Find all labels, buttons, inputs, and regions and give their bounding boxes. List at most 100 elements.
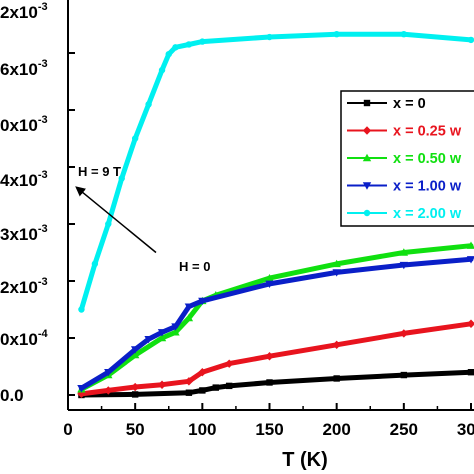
- x-tick-label: 300: [457, 420, 474, 439]
- y-tick-exponent: -3: [38, 223, 48, 235]
- data-point: [265, 273, 274, 282]
- legend-entry: x = 2.00 w: [347, 206, 462, 222]
- data-point: [105, 220, 112, 228]
- legend-marker: [362, 182, 372, 190]
- data-point: [265, 352, 274, 361]
- data-point: [226, 382, 233, 390]
- data-point: [145, 101, 152, 108]
- data-point: [165, 50, 172, 58]
- data-point: [212, 384, 219, 391]
- series-1: [77, 319, 474, 399]
- y-tick-exponent: -3: [38, 276, 48, 288]
- data-point: [400, 30, 408, 38]
- y-tick-label: 0x10-4: [0, 328, 48, 349]
- legend-label: x = 1.00 w: [393, 179, 462, 195]
- data-point: [184, 377, 194, 386]
- legend-label: x = 0.50 w: [393, 151, 462, 167]
- data-point: [399, 261, 409, 270]
- legend-marker: [362, 153, 372, 162]
- data-point: [333, 375, 340, 382]
- x-tick-label: 150: [255, 420, 283, 439]
- data-point: [467, 36, 474, 44]
- data-point: [399, 329, 409, 338]
- data-point: [144, 335, 153, 344]
- y-tick-label: 2x10-3: [0, 276, 48, 297]
- annotations: H = 9 T H = 0: [75, 164, 210, 274]
- x-tick-label: 100: [188, 420, 216, 439]
- legend-label: x = 2.00 w: [393, 206, 462, 222]
- data-point: [265, 280, 274, 289]
- annotation-h0: H = 0: [179, 259, 210, 274]
- y-tick-exponent: -3: [38, 58, 48, 70]
- x-tick-label: 50: [126, 420, 145, 439]
- legend-entry: x = 0.25 w: [347, 124, 462, 140]
- data-point: [266, 33, 273, 41]
- data-point: [199, 387, 206, 394]
- data-point: [198, 297, 207, 306]
- series-3: [77, 256, 474, 393]
- y-tick-label: 6x10-3: [0, 58, 48, 79]
- data-point: [466, 241, 474, 249]
- legend-label: x = 0.25 w: [393, 124, 462, 140]
- legend-label: x = 0: [393, 96, 426, 112]
- y-tick-label: 4x10-3: [0, 169, 48, 190]
- legend-marker: [362, 126, 372, 135]
- legend-marker: [363, 209, 371, 217]
- y-tick-exponent: -3: [38, 114, 48, 126]
- data-point: [225, 359, 234, 368]
- series-line: [78, 256, 474, 391]
- data-point: [118, 175, 125, 182]
- data-point: [77, 384, 86, 393]
- x-tick-label: 0: [63, 420, 72, 439]
- legend-entry: x = 0: [347, 96, 426, 112]
- data-point: [130, 382, 140, 392]
- x-tick-label: 250: [390, 420, 418, 439]
- legend-entry: x = 0.50 w: [347, 151, 462, 167]
- y-tick-label: 2x10-3: [0, 1, 48, 22]
- data-point: [130, 350, 140, 359]
- x-axis-title: T (K): [282, 449, 328, 471]
- series-line: [78, 369, 474, 398]
- data-point: [78, 306, 85, 313]
- annotation-h9t: H = 9 T: [78, 164, 121, 179]
- data-point: [158, 66, 166, 74]
- y-tick-exponent: -3: [38, 1, 48, 13]
- data-point: [400, 371, 408, 379]
- data-point: [332, 259, 341, 268]
- data-point: [172, 44, 179, 51]
- data-point: [157, 329, 167, 337]
- legend-marker: [363, 99, 371, 107]
- data-point: [333, 30, 340, 38]
- data-point: [399, 248, 409, 256]
- axes: 0 50 100 150 200 250 300 0.0 0x10-4 2x10-3 3x10-3 4…: [0, 0, 474, 439]
- y-tick-label: 0x10-3: [0, 114, 48, 135]
- y-tick-exponent: -4: [38, 328, 49, 340]
- data-point: [332, 269, 341, 277]
- series-group: [77, 30, 474, 399]
- plot-area: [77, 30, 474, 399]
- data-point: [171, 323, 180, 331]
- data-point: [157, 380, 167, 389]
- data-point: [466, 319, 474, 328]
- data-point: [104, 369, 113, 377]
- x-tick-label: 200: [322, 420, 350, 439]
- data-point: [91, 260, 99, 268]
- data-point: [199, 38, 206, 45]
- data-point: [171, 328, 180, 336]
- data-point: [131, 135, 139, 142]
- series-4: [78, 30, 474, 313]
- data-point: [104, 386, 113, 395]
- series-0: [78, 369, 474, 399]
- data-point: [466, 256, 474, 264]
- y-tick-label: 3x10-3: [0, 223, 48, 244]
- data-point: [157, 333, 167, 342]
- data-point: [184, 313, 194, 322]
- legend: x = 0 x = 0.25 w x = 0.50 w x = 1.00 w x = 2…: [340, 90, 474, 227]
- data-point: [467, 369, 474, 376]
- legend-entry: x = 1.00 w: [347, 179, 462, 195]
- data-point: [185, 389, 193, 396]
- y-tick-label: 0.0: [0, 386, 24, 405]
- data-point: [131, 391, 139, 398]
- data-point: [130, 346, 140, 354]
